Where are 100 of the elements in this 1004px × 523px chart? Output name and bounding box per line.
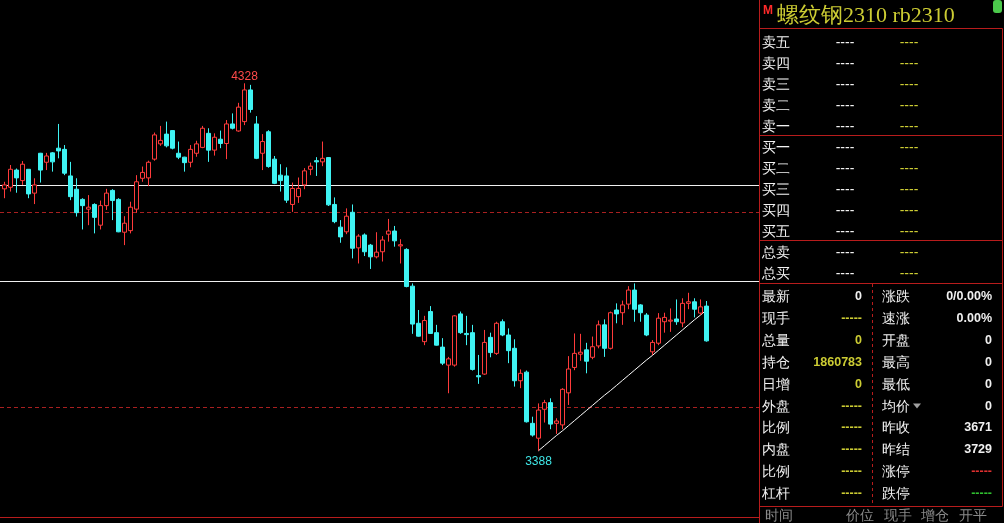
category-label: 卖一 xyxy=(762,117,790,134)
category-label: 昨结 xyxy=(882,441,910,458)
category-label: 卖三 xyxy=(762,75,790,92)
category-label: 买一 xyxy=(762,138,790,155)
data-label: ---- xyxy=(899,138,919,155)
text: 螺纹钢2310 rb2310 xyxy=(777,2,955,27)
candlestick xyxy=(254,115,259,160)
candlestick xyxy=(302,167,307,190)
category-label: 开盘 xyxy=(882,331,910,348)
category-label: 最低 xyxy=(882,375,910,392)
data-label: 0 xyxy=(985,354,993,369)
data-label: ---- xyxy=(899,222,919,239)
data-label: ---- xyxy=(835,159,855,176)
category-label: 增仓 xyxy=(920,507,950,523)
category-label: 跌停 xyxy=(882,485,910,502)
candlestick xyxy=(602,318,607,358)
data-label: ---- xyxy=(835,117,855,134)
candlestick xyxy=(440,337,445,366)
data-label: ---- xyxy=(899,201,919,218)
candlestick xyxy=(674,298,679,326)
candlestick xyxy=(476,354,481,385)
candlestick xyxy=(218,130,223,149)
category-label: 最高 xyxy=(882,353,910,370)
data-label: 3729 xyxy=(964,442,993,457)
candlestick xyxy=(458,311,463,335)
category-label: 外盘 xyxy=(762,397,790,414)
candlestick xyxy=(32,177,37,205)
data-label: ---- xyxy=(899,75,919,92)
data-label: ---- xyxy=(835,243,855,260)
candlestick xyxy=(422,315,427,346)
data-label: ---- xyxy=(899,54,919,71)
candlestick xyxy=(692,297,697,318)
candlestick xyxy=(224,119,229,160)
category-label: 价位 xyxy=(844,507,874,523)
text: M xyxy=(763,3,773,17)
candlestick xyxy=(644,312,649,337)
category-label: 内盘 xyxy=(762,441,790,458)
data-label: ----- xyxy=(971,464,992,479)
annotation: 3388 xyxy=(525,453,553,468)
category-label: 总卖 xyxy=(761,243,790,260)
category-label: 买二 xyxy=(762,159,790,176)
candlestick xyxy=(206,127,211,163)
data-label: ---- xyxy=(835,180,855,197)
category-label: 最新 xyxy=(762,288,790,304)
category-label: 比例 xyxy=(762,419,790,436)
category-label: 开平 xyxy=(959,507,987,523)
category-label: 涨停 xyxy=(882,463,910,480)
candlestick xyxy=(248,84,253,114)
category-label: 买三 xyxy=(762,180,790,197)
data-label: 0 xyxy=(985,398,993,413)
category-label: 卖五 xyxy=(762,33,790,50)
data-label: ---- xyxy=(835,75,855,92)
category-label: 时间 xyxy=(765,507,793,523)
candlestick xyxy=(356,233,361,264)
candlestick xyxy=(494,321,499,356)
data-label: ---- xyxy=(899,33,919,50)
data-label: ---- xyxy=(835,138,855,155)
candlestick xyxy=(92,202,97,234)
candlestick xyxy=(260,133,265,171)
category-label: 持仓 xyxy=(762,353,790,370)
candlestick xyxy=(212,132,217,157)
candlestick xyxy=(338,219,343,244)
category-label: 速涨 xyxy=(882,309,910,326)
data-label: ---- xyxy=(899,243,919,260)
category-label: 日增 xyxy=(762,375,790,392)
candlestick xyxy=(344,207,349,235)
candlestick xyxy=(20,160,25,186)
candlestick xyxy=(482,329,487,376)
category-label: 昨收 xyxy=(882,419,910,436)
data-label: 0/0.00% xyxy=(946,289,992,303)
category-label: 买四 xyxy=(762,201,790,218)
category-label: 买五 xyxy=(762,222,790,239)
data-label: ---- xyxy=(835,33,855,50)
data-label: 0 xyxy=(985,376,993,391)
candlestick xyxy=(518,368,523,389)
candlestick xyxy=(38,152,43,184)
candlestick xyxy=(614,302,619,324)
candlestick xyxy=(704,300,709,343)
candlestick xyxy=(524,370,529,424)
data-label: ---- xyxy=(899,117,919,134)
data-label: ---- xyxy=(899,96,919,113)
data-label: 0.00% xyxy=(956,310,992,325)
candlestick xyxy=(350,203,355,259)
data-label: ---- xyxy=(899,159,919,176)
category-label: 杠杆 xyxy=(761,485,790,502)
candlestick xyxy=(320,141,325,167)
category-label: 比例 xyxy=(762,463,790,480)
candlestick xyxy=(608,311,613,350)
data-label: 0 xyxy=(985,332,993,347)
candlestick xyxy=(698,298,703,316)
category-label: 卖四 xyxy=(762,54,790,71)
data-label: ---- xyxy=(899,180,919,197)
data-label: ---- xyxy=(899,264,919,281)
category-label: 均价 xyxy=(881,397,910,414)
category-label: 卖二 xyxy=(762,96,790,113)
data-label: ---- xyxy=(835,96,855,113)
candlestick xyxy=(530,416,535,438)
category-label: 总量 xyxy=(761,331,790,348)
candlestick xyxy=(548,397,553,430)
candlestick xyxy=(392,225,397,248)
